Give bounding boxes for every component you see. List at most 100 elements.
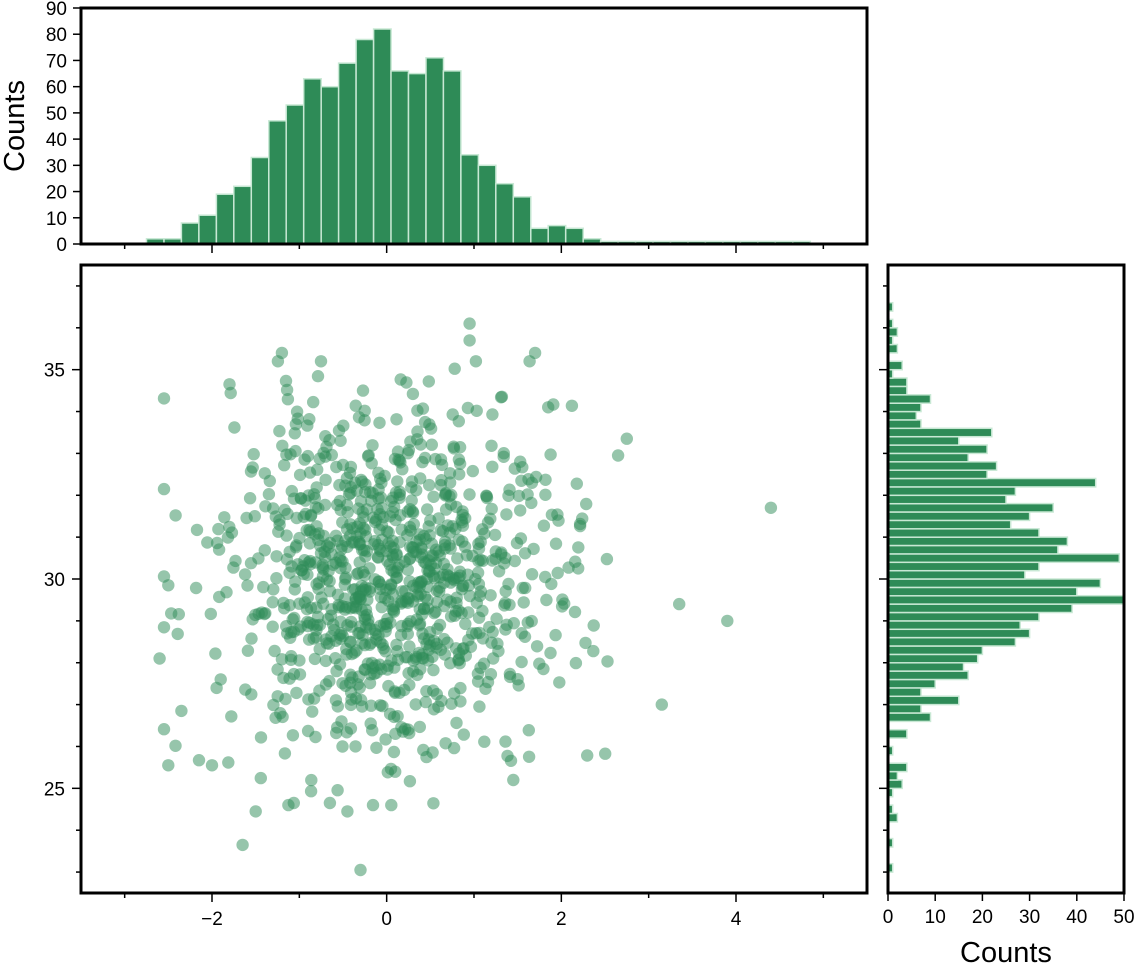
right-histogram-bar bbox=[887, 620, 1021, 631]
scatter-point bbox=[424, 514, 437, 527]
scatter-point bbox=[476, 523, 489, 536]
top-histogram-bar bbox=[495, 182, 515, 245]
top-histogram-bar bbox=[198, 214, 218, 245]
scatter-point bbox=[721, 614, 734, 628]
scatter-point bbox=[311, 463, 324, 476]
scatter-point bbox=[153, 652, 166, 665]
scatter-point bbox=[539, 570, 552, 584]
scatter-point bbox=[363, 582, 377, 595]
scatter-x-tick-label: 0 bbox=[381, 909, 392, 930]
scatter-point bbox=[157, 392, 171, 405]
scatter-point bbox=[248, 510, 261, 523]
scatter-point bbox=[291, 412, 304, 425]
scatter-point bbox=[345, 620, 358, 633]
top-histogram-y-tick-label: 0 bbox=[56, 235, 67, 256]
scatter-point bbox=[294, 492, 307, 505]
scatter-point bbox=[330, 498, 344, 512]
scatter-frame bbox=[79, 263, 869, 895]
scatter-point bbox=[553, 676, 566, 689]
scatter-point bbox=[456, 505, 469, 518]
top-histogram-bar bbox=[250, 156, 270, 245]
scatter-point bbox=[570, 477, 583, 490]
scatter-point bbox=[332, 424, 346, 437]
scatter-point bbox=[222, 756, 235, 769]
scatter-point bbox=[411, 668, 424, 682]
scatter-point bbox=[365, 636, 378, 650]
right-histogram-bar bbox=[887, 469, 988, 480]
scatter-point bbox=[470, 596, 483, 609]
scatter-point bbox=[344, 486, 357, 500]
scatter-point bbox=[587, 644, 600, 658]
scatter-point bbox=[205, 759, 219, 772]
scatter-point bbox=[258, 467, 271, 480]
scatter-point bbox=[508, 554, 521, 568]
scatter-point bbox=[401, 617, 415, 631]
scatter-point bbox=[249, 608, 262, 622]
scatter-point bbox=[315, 591, 328, 604]
scatter-point bbox=[527, 542, 540, 556]
scatter-point bbox=[169, 739, 182, 752]
scatter-point bbox=[764, 501, 778, 514]
scatter-point bbox=[354, 693, 368, 707]
scatter-point bbox=[210, 536, 224, 550]
scatter-point bbox=[351, 678, 364, 691]
scatter-point bbox=[307, 395, 320, 409]
scatter-point bbox=[469, 355, 483, 368]
scatter-point bbox=[518, 630, 532, 643]
scatter-point bbox=[308, 652, 322, 666]
scatter-point bbox=[433, 571, 446, 584]
top-histogram-bar bbox=[460, 154, 480, 245]
scatter-point bbox=[363, 562, 376, 575]
right-histogram-bar bbox=[887, 502, 1054, 513]
scatter-point bbox=[333, 478, 346, 492]
scatter-point bbox=[544, 646, 557, 660]
scatter-point bbox=[249, 805, 262, 818]
top-histogram-y-tick-label: 80 bbox=[46, 25, 67, 46]
scatter-point bbox=[262, 488, 276, 501]
scatter-point bbox=[336, 539, 349, 553]
scatter-point bbox=[422, 375, 435, 388]
scatter-point bbox=[338, 603, 352, 616]
scatter-point bbox=[371, 550, 385, 564]
scatter-point bbox=[302, 633, 316, 646]
scatter-point bbox=[488, 528, 502, 542]
right-histogram-bar bbox=[887, 410, 918, 421]
scatter-point bbox=[465, 627, 479, 640]
scatter-point bbox=[270, 572, 283, 585]
scatter-point bbox=[349, 740, 362, 753]
scatter-point bbox=[322, 541, 336, 554]
scatter-point bbox=[247, 448, 260, 461]
scatter-point bbox=[339, 561, 352, 575]
right-histogram-bar bbox=[887, 536, 1069, 547]
scatter-point bbox=[424, 558, 437, 572]
scatter-point bbox=[301, 591, 314, 604]
scatter-point bbox=[354, 495, 368, 508]
scatter-point bbox=[611, 449, 625, 462]
scatter-point bbox=[503, 670, 517, 684]
scatter-point bbox=[279, 692, 292, 706]
scatter-point bbox=[340, 648, 353, 661]
scatter-point bbox=[303, 413, 316, 426]
scatter-point bbox=[334, 434, 347, 447]
scatter-point bbox=[551, 566, 564, 580]
right-histogram-bar bbox=[887, 377, 908, 388]
scatter-point bbox=[452, 415, 465, 428]
scatter-point bbox=[270, 550, 283, 563]
scatter-point bbox=[354, 863, 367, 877]
scatter-point bbox=[336, 740, 349, 753]
scatter-point bbox=[439, 489, 452, 502]
scatter-point bbox=[223, 378, 236, 391]
scatter-point bbox=[362, 618, 375, 631]
scatter-point bbox=[349, 591, 363, 605]
scatter-point bbox=[314, 355, 328, 368]
scatter-point bbox=[360, 545, 374, 558]
scatter-point bbox=[417, 632, 431, 645]
scatter-point bbox=[568, 605, 582, 619]
scatter-x-tick-label: −2 bbox=[201, 909, 223, 930]
scatter-point bbox=[436, 525, 450, 538]
right-histogram-bar bbox=[887, 394, 932, 404]
scatter-point bbox=[157, 482, 171, 496]
scatter-point bbox=[272, 525, 285, 538]
scatter-point bbox=[539, 473, 552, 486]
